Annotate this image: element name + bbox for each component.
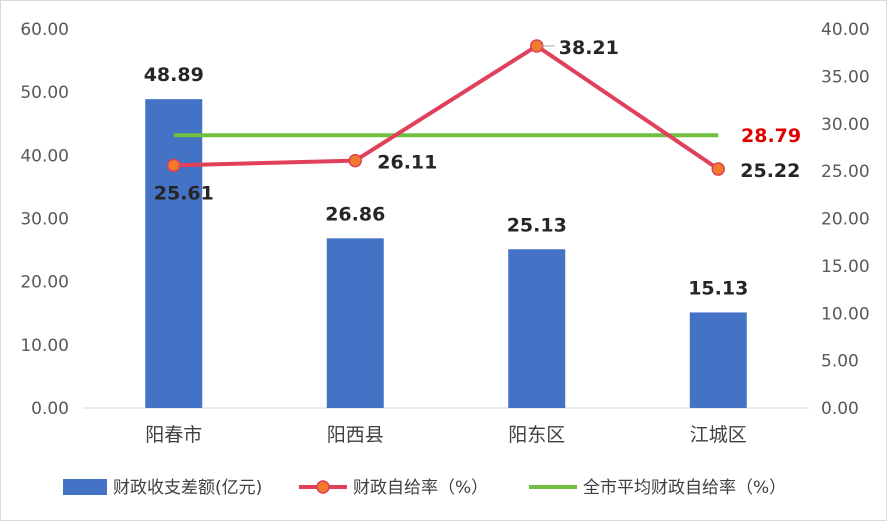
x-category-label: 阳春市 xyxy=(145,424,202,446)
x-category-label: 阳东区 xyxy=(508,424,565,446)
bar-data-label: 25.13 xyxy=(507,214,567,236)
line-marker xyxy=(711,162,725,176)
y-left-tick-label: 40.00 xyxy=(20,146,69,166)
bar-data-label: 15.13 xyxy=(688,277,748,299)
y-right-tick-label: 25.00 xyxy=(821,162,870,182)
legend-label: 全市平均财政自给率（%） xyxy=(583,478,786,498)
x-category-label: 阳西县 xyxy=(327,424,384,446)
line-data-label: 25.61 xyxy=(154,182,214,204)
x-category-label: 江城区 xyxy=(690,424,747,446)
bar-data-label: 26.86 xyxy=(325,203,385,225)
bar xyxy=(508,249,566,408)
y-left-tick-label: 60.00 xyxy=(20,20,69,40)
y-right-tick-label: 5.00 xyxy=(821,352,859,372)
bar-data-label: 48.89 xyxy=(144,64,204,86)
legend-line-marker xyxy=(316,480,330,494)
line-data-label: 25.22 xyxy=(740,160,800,182)
line-data-label: 38.21 xyxy=(559,37,619,59)
line-data-label: 26.11 xyxy=(377,152,437,174)
series-line xyxy=(173,43,720,171)
average-data-label: 28.79 xyxy=(741,125,801,147)
y-left-tick-label: 20.00 xyxy=(20,273,69,293)
legend-label: 财政收支差额(亿元) xyxy=(113,478,262,498)
bar xyxy=(145,99,203,409)
bar xyxy=(689,312,747,408)
y-right-tick-label: 15.00 xyxy=(821,257,870,277)
line-marker xyxy=(348,153,362,168)
y-right-tick-label: 30.00 xyxy=(821,115,870,135)
y-left-tick-label: 30.00 xyxy=(20,210,69,230)
line-marker xyxy=(167,158,181,173)
bar xyxy=(326,238,384,408)
y-right-tick-label: 0.00 xyxy=(821,399,859,419)
y-right-tick-label: 40.00 xyxy=(821,20,870,40)
y-left-tick-label: 10.00 xyxy=(20,336,69,356)
y-right-tick-label: 20.00 xyxy=(821,210,870,230)
y-left-tick-label: 0.00 xyxy=(31,399,69,419)
y-left-tick-label: 50.00 xyxy=(20,83,69,103)
legend-label: 财政自给率（%） xyxy=(353,478,488,498)
legend-bar-swatch xyxy=(63,479,107,495)
y-right-tick-label: 10.00 xyxy=(821,304,870,324)
y-right-tick-label: 35.00 xyxy=(821,67,870,87)
